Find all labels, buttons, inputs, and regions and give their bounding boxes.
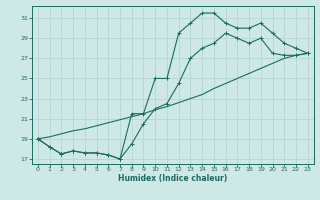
X-axis label: Humidex (Indice chaleur): Humidex (Indice chaleur) [118, 174, 228, 183]
